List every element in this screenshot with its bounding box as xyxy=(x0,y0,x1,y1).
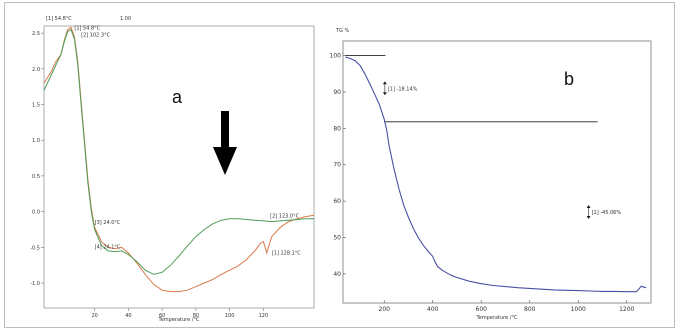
y-tick-label-a: 1.0 xyxy=(32,138,40,144)
annotation-a: [1] 54.8°C xyxy=(74,26,100,32)
arrow-up-icon xyxy=(382,81,387,85)
x-tick-label-a: 20 xyxy=(91,313,97,319)
plot-area-a xyxy=(43,25,315,309)
x-tick-label-a: 100 xyxy=(225,313,235,319)
y-tick-label-b: 80 xyxy=(333,125,341,132)
x-tick-label-a: 80 xyxy=(193,313,199,319)
y-tick-label-b: 70 xyxy=(333,162,341,169)
annotation-a: [2] 123.0°C xyxy=(270,213,299,219)
x-tick-label-b: 400 xyxy=(427,306,439,313)
y-tick-label-a: -1.0 xyxy=(30,281,40,287)
panel-label-a: a xyxy=(172,87,183,107)
x-axis-label-b: Temperature /°C xyxy=(476,315,518,321)
chart-panel-b: TG % 200 400 600 800 1000 1200 40 50 60 70 80 90 100… xyxy=(330,28,652,321)
y-tick-label-b: 100 xyxy=(330,53,341,60)
down-arrow-icon xyxy=(213,111,237,175)
annotation-b: [1] -45.06% xyxy=(592,210,622,216)
header-extra-a: 1.00 xyxy=(120,16,131,22)
figure-frame xyxy=(4,2,675,328)
x-tick-label-b: 200 xyxy=(379,306,391,313)
header-text-a: [1] 54.8°C xyxy=(46,16,72,22)
annotation-b: [1] -18.14% xyxy=(388,86,418,92)
axes-a: 20 40 60 80 100 120 2.5 2.0 1.5 1.0 0.5 0.0 -0.5 -1.0 xyxy=(30,31,268,319)
y-tick-label-a: 1.5 xyxy=(32,103,40,109)
x-tick-label-a: 60 xyxy=(159,313,165,319)
series-line-a-2 xyxy=(43,28,314,275)
annotation-a: [1] 128.1°C xyxy=(272,250,301,256)
annotation-a: [2] 102.3°C xyxy=(81,33,110,39)
panel-label-b: b xyxy=(564,69,574,89)
annotation-a: [3] 24.0°C xyxy=(95,220,121,226)
y-unit-label-b: TG % xyxy=(335,28,350,34)
arrow-down-icon xyxy=(382,92,387,96)
series-group-b xyxy=(345,56,647,293)
annotations-a: [1] 54.8°C[2] 102.3°C [3] 24.0°C [4] 24.1°… xyxy=(74,26,301,257)
y-tick-label-a: -0.5 xyxy=(30,245,40,251)
x-tick-label-a: 120 xyxy=(259,313,269,319)
x-tick-label-b: 1000 xyxy=(571,306,586,313)
y-tick-label-b: 60 xyxy=(333,198,341,205)
x-tick-label-b: 800 xyxy=(524,306,536,313)
series-line-b-1 xyxy=(345,56,647,293)
x-axis-label-a: Temperature /°C xyxy=(158,317,200,323)
x-tick-label-b: 600 xyxy=(476,306,488,313)
annotations-b: [1] -18.14% [1] -45.06% xyxy=(382,81,622,220)
arrow-up-icon xyxy=(586,205,591,209)
y-tick-label-a: 0.5 xyxy=(32,174,40,180)
annotation-a: [4] 24.1°C xyxy=(95,245,121,251)
y-tick-label-a: 2.5 xyxy=(32,31,40,37)
y-tick-label-b: 90 xyxy=(333,89,341,96)
x-tick-label-b: 1200 xyxy=(619,306,634,313)
y-tick-label-b: 50 xyxy=(333,235,341,242)
guide-lines-b xyxy=(345,55,598,123)
x-tick-label-a: 40 xyxy=(125,313,131,319)
plot-area-b xyxy=(342,40,652,304)
arrow-down-icon xyxy=(586,216,591,220)
series-group-a xyxy=(43,26,315,293)
y-tick-label-a: 2.0 xyxy=(32,67,40,73)
y-tick-label-b: 40 xyxy=(333,271,341,278)
y-tick-label-a: 0.0 xyxy=(32,210,40,216)
chart-panel-a: [1] 54.8°C 1.00 20 40 60 80 100 120 2.5 2.0 1.5 1… xyxy=(30,16,315,323)
axes-b: 200 400 600 800 1000 1200 40 50 60 70 80 90 100 xyxy=(330,53,635,313)
